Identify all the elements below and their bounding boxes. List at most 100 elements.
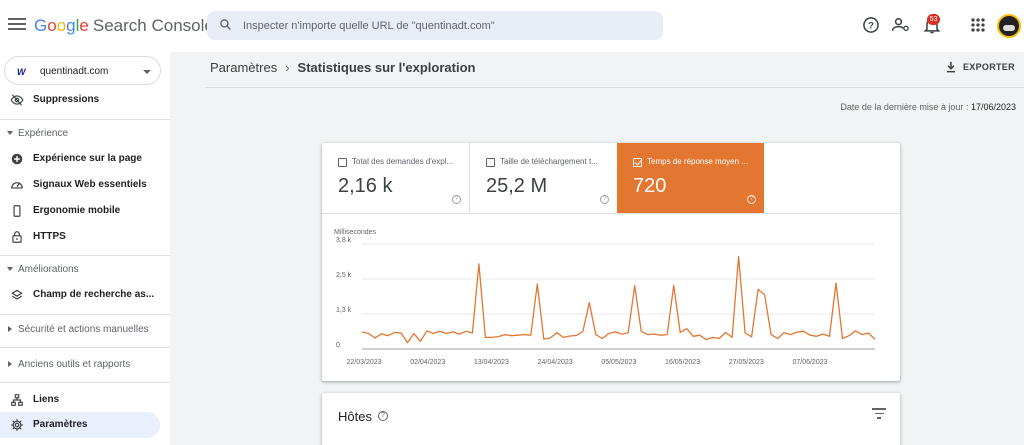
section-label: Améliorations [18,264,79,275]
section-label: Anciens outils et rapports [18,359,131,370]
sidebar-item-experience-page[interactable]: Expérience sur la page [0,146,160,172]
divider [0,314,170,315]
section-experience[interactable]: Expérience [0,124,160,144]
manage-users-icon[interactable] [891,15,911,35]
section-securite[interactable]: Sécurité et actions manuelles [0,320,160,340]
metric-value: 720 [633,175,667,197]
x-tick-label: 27/05/2023 [729,359,764,366]
divider [322,213,900,214]
google-wordmark: Google [34,16,89,35]
sidebar-item-label: Expérience sur la page [33,153,142,164]
sidebar-item-label: HTTPS [33,231,66,242]
section-ameliorations[interactable]: Améliorations [0,260,160,280]
expand-icon [7,131,13,135]
help-icon[interactable]: ? [747,195,756,204]
smartphone-icon [13,205,21,217]
url-inspection-search[interactable] [207,11,663,40]
last-update: Date de la dernière mise à jour : 17/06/… [840,102,1016,112]
metric-download-size[interactable]: Taille de téléchargement t... 25,2 M ? [470,143,617,213]
metric-label: Temps de réponse moyen ... [647,157,748,166]
breadcrumb-separator: › [285,60,290,75]
account-avatar[interactable] [997,14,1021,38]
crawl-stats-card: Total des demandes d'expl... 2,16 k ? Ta… [322,143,900,381]
sidebar-item-label: Suppressions [33,94,100,105]
metric-value: 2,16 k [338,175,393,197]
export-label: EXPORTER [963,62,1015,72]
brand-letter: l [75,16,80,35]
brand-letter: o [56,16,67,35]
app-logo[interactable]: Google Search Console [34,16,214,36]
chevron-down-icon [143,70,151,74]
menu-icon[interactable] [8,16,26,32]
sidebar-item-label: Champ de recherche as... [33,289,155,300]
response-time-chart: Millisecondes 0 1,3 k 2,5 k 3,8 k 22/03/2023 0… [334,229,876,366]
metric-label: Total des demandes d'expl... [352,157,454,166]
breadcrumb: Paramètres › Statistiques sur l'exploratio… [210,60,475,75]
search-input[interactable] [243,11,653,40]
sidebar-item-label: Paramètres [33,419,88,430]
section-anciens-outils[interactable]: Anciens outils et rapports [0,355,160,375]
search-icon [220,19,231,30]
lock-icon [12,231,22,243]
y-tick-label: 3,8 k [336,237,352,244]
sidebar-item-label: Signaux Web essentiels [33,179,147,190]
y-tick-label: 1,3 k [336,307,352,314]
help-icon[interactable]: ? [861,15,881,35]
x-tick-label: 07/06/2023 [792,359,827,366]
sitemap-icon [11,394,23,406]
sidebar-item-mobile[interactable]: Ergonomie mobile [0,198,160,224]
help-icon[interactable]: ? [378,411,388,421]
metric-value: 25,2 M [486,175,548,197]
sidebar-item-parametres[interactable]: Paramètres [0,412,160,438]
svg-text:?: ? [868,20,874,30]
divider [0,119,170,120]
header-divider [205,87,1024,88]
section-label: Expérience [18,128,69,139]
add-circle-icon [11,153,23,165]
divider [469,143,470,213]
sidebar-item-suppressions[interactable]: Suppressions [0,87,160,113]
apps-grid-icon[interactable] [968,15,988,35]
last-update-date: 17/06/2023 [970,102,1016,112]
x-tick-label: 13/04/2023 [474,359,509,366]
speed-gauge-icon [11,182,23,189]
sidebar-item-label: Ergonomie mobile [33,205,121,216]
property-selector[interactable]: W quentinadt.com [4,56,161,85]
x-tick-label: 02/04/2023 [410,359,445,366]
sidebar-item-champ-recherche[interactable]: Champ de recherche as... [0,282,160,308]
brand-letter: o [47,16,57,35]
metric-label: Taille de téléchargement t... [500,157,598,166]
x-tick-label: 05/05/2023 [601,359,636,366]
expand-icon [7,267,13,271]
brand-letter: e [79,16,89,35]
sidebar-item-liens[interactable]: Liens [0,387,160,413]
product-name: Search Console [92,16,214,35]
metric-checkbox[interactable] [486,158,495,167]
y-tick-label: 0 [336,342,340,349]
chevron-right-icon [8,361,12,367]
metric-response-time[interactable]: Temps de réponse moyen ... 720 ? [617,143,764,213]
layers-icon [11,289,23,300]
last-update-label: Date de la dernière mise à jour : [840,102,969,112]
property-name: quentinadt.com [40,66,109,77]
notification-badge: 53 [927,14,940,25]
metric-checkbox[interactable] [633,158,642,167]
y-tick-label: 2,5 k [336,272,352,279]
y-axis-label: Millisecondes [334,229,377,236]
metric-checkbox[interactable] [338,158,347,167]
metric-total-requests[interactable]: Total des demandes d'expl... 2,16 k ? [322,143,469,213]
help-icon[interactable]: ? [600,195,609,204]
brand-letter: G [34,16,48,35]
help-icon[interactable]: ? [452,195,461,204]
gear-icon [11,419,23,431]
sidebar: W quentinadt.com Suppressions Expérience… [0,52,170,445]
filter-icon[interactable] [872,408,886,420]
sidebar-item-web-vitals[interactable]: Signaux Web essentiels [0,172,160,198]
page-title: Statistiques sur l'exploration [297,60,476,75]
breadcrumb-parent[interactable]: Paramètres [210,60,278,75]
sidebar-item-label: Liens [33,394,60,405]
x-tick-label: 24/04/2023 [538,359,573,366]
sidebar-item-https[interactable]: HTTPS [0,224,160,250]
divider [0,382,170,383]
